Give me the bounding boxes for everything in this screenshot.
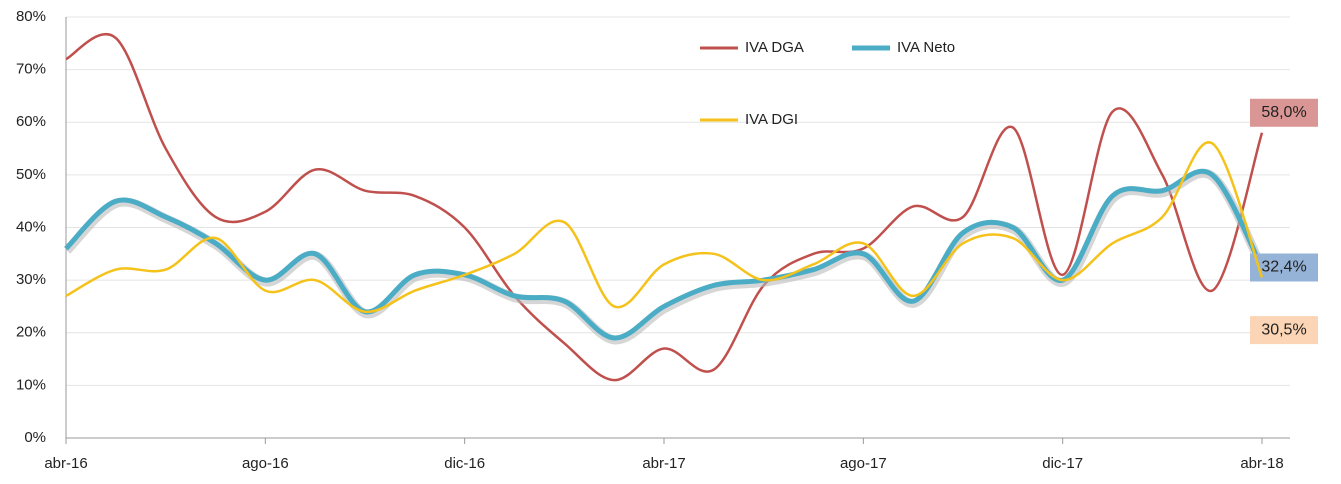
y-tick-label: 20% <box>16 324 46 341</box>
data-label: 58,0% <box>1261 104 1306 121</box>
x-tick-label: abr-17 <box>642 455 685 472</box>
legend-label: IVA Neto <box>897 39 955 56</box>
x-tick-label: dic-16 <box>444 455 485 472</box>
y-tick-label: 0% <box>24 429 46 446</box>
series-line <box>65 141 1264 313</box>
y-tick-label: 50% <box>16 166 46 183</box>
x-tick-label: ago-16 <box>242 455 289 472</box>
x-tick-label: dic-17 <box>1042 455 1083 472</box>
legend-label: IVA DGI <box>745 111 798 128</box>
series-line <box>65 33 1264 382</box>
data-label-box <box>1250 98 1318 127</box>
line-shadow <box>63 168 1268 345</box>
y-tick-label: 70% <box>16 61 46 78</box>
data-label: 30,5% <box>1261 321 1306 338</box>
y-tick-label: 30% <box>16 271 46 288</box>
x-tick-label: ago-17 <box>840 455 887 472</box>
y-tick-label: 80% <box>16 8 46 25</box>
x-tick-label: abr-18 <box>1240 455 1283 472</box>
data-label-box <box>1250 316 1318 345</box>
data-label: 32,4% <box>1261 259 1306 276</box>
x-tick-label: abr-16 <box>44 455 87 472</box>
y-tick-label: 40% <box>16 218 46 235</box>
y-tick-label: 60% <box>16 113 46 130</box>
y-tick-label: 10% <box>16 376 46 393</box>
series-line <box>64 168 1265 341</box>
legend-label: IVA DGA <box>745 39 804 56</box>
